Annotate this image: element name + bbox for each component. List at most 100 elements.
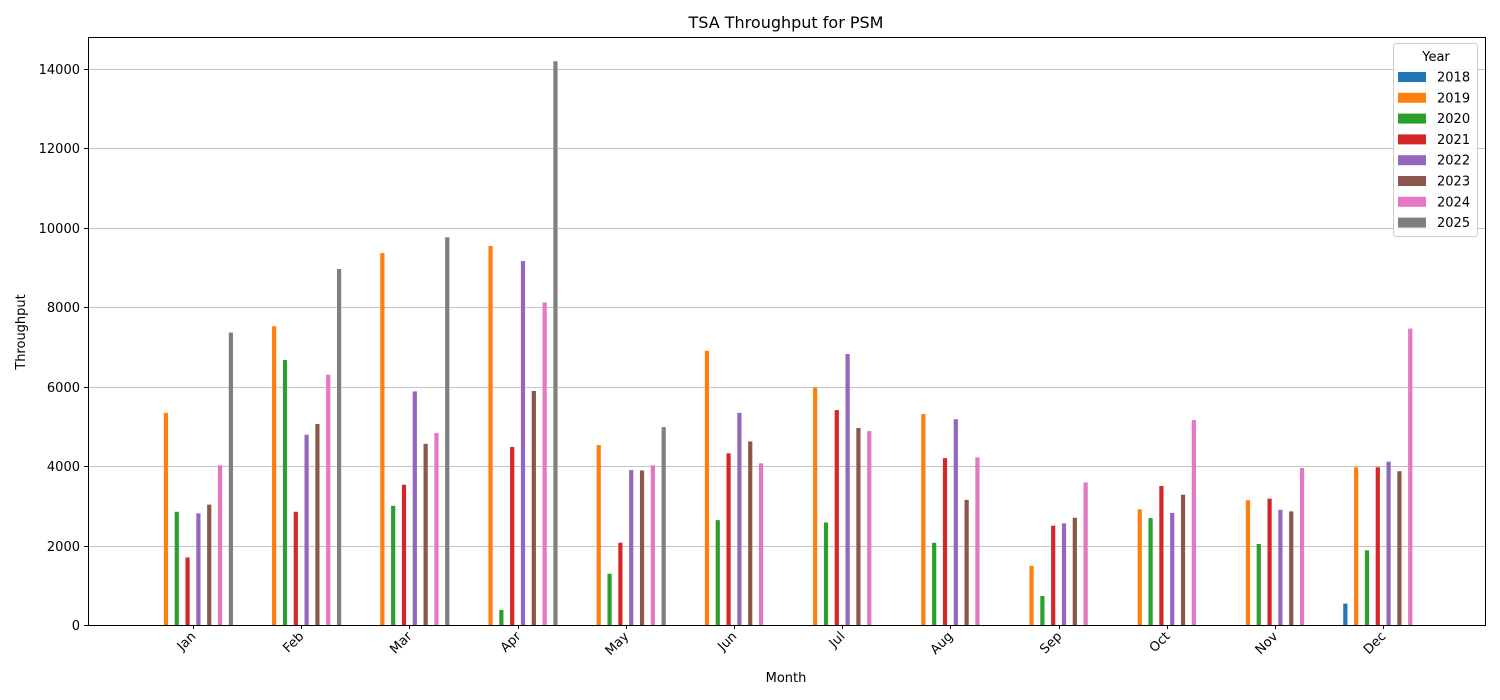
bar-2024-may: [650, 465, 655, 625]
bar-2024-oct: [1191, 419, 1196, 625]
bar-2020-dec: [1364, 550, 1370, 625]
bar-2019-dec: [1354, 467, 1359, 625]
bar-2023-sep: [1072, 517, 1077, 625]
legend-swatch-2022: [1398, 155, 1426, 166]
bar-2022-dec: [1386, 461, 1391, 625]
bar-2020-oct: [1148, 518, 1153, 625]
bar-2022-aug: [953, 419, 958, 625]
y-tick-label: 12000: [39, 142, 80, 157]
legend-label-2020: 2020: [1437, 112, 1470, 127]
legend: Year 2018 2019 2020 2021 2022 2023 2024 2025: [1393, 43, 1478, 237]
bar-2019-may: [596, 445, 601, 625]
bar-2024-jan: [217, 465, 223, 625]
x-tick-label: Aug: [928, 629, 957, 658]
bar-2021-mar: [401, 484, 407, 625]
bar-2024-mar: [434, 433, 439, 625]
bar-2024-aug: [975, 457, 980, 625]
bar-2025-mar: [445, 237, 450, 626]
bar-2020-aug: [932, 542, 937, 625]
bar-2025-jan: [228, 332, 233, 625]
bar-2024-jun: [758, 463, 764, 625]
bar-2024-dec: [1408, 328, 1413, 625]
bar-2021-feb: [293, 511, 298, 625]
bar-2021-sep: [1051, 525, 1056, 625]
legend-swatch-2023: [1398, 176, 1426, 186]
legend-label-2022: 2022: [1437, 154, 1470, 169]
x-axis-label: Month: [766, 671, 807, 686]
x-tick-label: Mar: [387, 629, 415, 657]
bar-2023-may: [639, 470, 645, 625]
bar-2022-jan: [196, 513, 201, 625]
bar-2021-jan: [185, 557, 190, 625]
bars: [163, 61, 1413, 626]
legend-label-2021: 2021: [1437, 133, 1470, 148]
legend-swatch-2019: [1398, 92, 1426, 103]
bar-2019-apr: [488, 245, 493, 626]
y-tick-label: 6000: [47, 381, 80, 396]
x-tick-label: Nov: [1253, 629, 1282, 658]
bar-2025-may: [661, 427, 666, 625]
x-tick-label: May: [603, 629, 633, 659]
bar-2021-nov: [1267, 498, 1272, 625]
bar-2024-jul: [867, 431, 872, 625]
x-tick-label: Jun: [715, 629, 741, 655]
bar-2021-jul: [834, 410, 839, 625]
bar-2022-mar: [412, 391, 417, 625]
bar-2019-jul: [813, 387, 818, 625]
bar-2019-jan: [163, 412, 169, 625]
bar-2023-jan: [207, 504, 212, 625]
bar-2021-dec: [1375, 467, 1380, 625]
legend-label-2019: 2019: [1437, 91, 1470, 106]
legend-swatch-2024: [1398, 196, 1426, 207]
legend-swatch-2020: [1398, 113, 1426, 124]
bar-2023-aug: [964, 499, 969, 625]
x-tick-label: Feb: [280, 629, 307, 656]
bar-2022-sep: [1061, 523, 1067, 625]
legend-label-2023: 2023: [1437, 175, 1470, 190]
legend-swatch-2025: [1398, 217, 1426, 228]
y-tick-label: 10000: [39, 222, 80, 237]
chart-title: TSA Throughput for PSM: [688, 13, 884, 32]
bar-2019-aug: [921, 414, 926, 625]
bar-2018-dec: [1343, 603, 1348, 625]
bar-2024-sep: [1083, 482, 1088, 625]
bar-2022-oct: [1170, 512, 1175, 625]
bar-2019-feb: [272, 326, 277, 625]
bar-2020-jun: [715, 520, 720, 625]
x-tick-label: Oct: [1147, 629, 1174, 656]
bar-2020-jan: [174, 511, 179, 625]
bar-2025-apr: [553, 61, 558, 626]
bar-2022-nov: [1278, 509, 1283, 625]
legend-title: Year: [1421, 50, 1450, 65]
bar-2024-feb: [326, 374, 331, 625]
bar-2021-may: [618, 542, 623, 625]
bar-2023-jul: [856, 427, 861, 625]
bar-2020-jul: [823, 522, 829, 625]
bar-2023-nov: [1289, 511, 1294, 625]
legend-label-2025: 2025: [1437, 216, 1470, 231]
bar-2020-apr: [499, 609, 504, 625]
y-axis-label: Throughput: [14, 294, 29, 371]
bar-2021-aug: [942, 458, 948, 625]
y-axis: 0 2000 4000 6000 8000 10000 12000 14000: [39, 63, 88, 634]
x-tick-label: Sep: [1037, 629, 1065, 657]
legend-box: [1393, 43, 1478, 237]
bar-2021-apr: [510, 447, 515, 625]
bar-2021-oct: [1159, 485, 1164, 625]
x-tick-label: Dec: [1361, 629, 1389, 657]
legend-swatch-2018: [1398, 72, 1426, 82]
bar-2020-mar: [391, 505, 396, 625]
y-tick-label: 8000: [47, 301, 80, 316]
bar-2021-jun: [726, 453, 731, 625]
y-tick-label: 2000: [47, 540, 80, 555]
bar-2024-apr: [542, 302, 547, 625]
plot-frame: [88, 37, 1486, 626]
bar-2023-feb: [315, 423, 320, 625]
legend-items: 2018 2019 2020 2021 2022 2023 2024 2025: [1398, 71, 1470, 231]
bar-2019-sep: [1029, 565, 1034, 625]
bar-2025-feb: [336, 269, 342, 625]
bar-2023-dec: [1397, 471, 1402, 625]
bar-2023-mar: [423, 443, 428, 625]
bar-2019-jun: [704, 350, 710, 625]
